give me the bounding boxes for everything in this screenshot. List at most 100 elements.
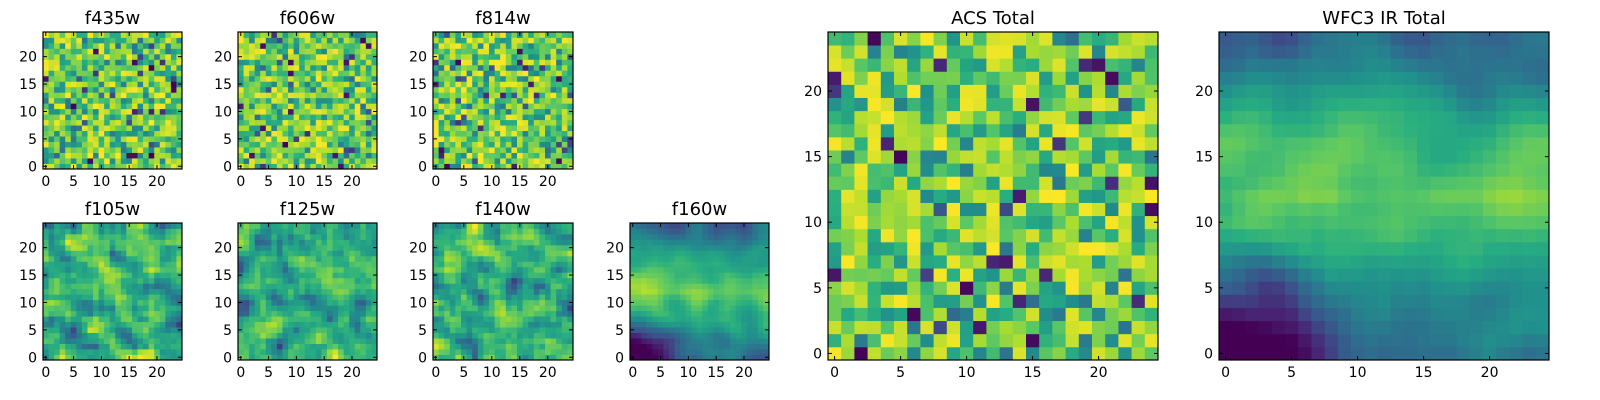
heatmap-cell (483, 305, 490, 312)
heatmap-cell (1052, 294, 1066, 308)
heatmap-cell (707, 332, 714, 339)
heatmap-cell (741, 239, 748, 246)
heatmap-cell (505, 288, 512, 295)
heatmap-cell (746, 223, 753, 229)
heatmap-cell (148, 97, 155, 104)
heatmap-cell (545, 64, 551, 71)
y-tick-label: 15 (214, 268, 232, 284)
heatmap-cell (489, 42, 495, 49)
heatmap-cell (494, 53, 501, 60)
heatmap-cell (54, 332, 61, 339)
heatmap-cell (249, 92, 256, 99)
heatmap-cell (477, 163, 484, 170)
heatmap-cell (304, 288, 311, 295)
heatmap-cell (87, 59, 94, 66)
heatmap-cell (326, 37, 333, 44)
heatmap-cell (477, 239, 484, 246)
heatmap-cell (249, 261, 256, 268)
heatmap-cell (500, 277, 507, 284)
heatmap-cell (249, 103, 256, 110)
heatmap-cell (238, 310, 244, 317)
heatmap-cell (545, 310, 551, 317)
heatmap-cell (894, 281, 908, 295)
heatmap-cell (288, 294, 294, 301)
heatmap-cell (343, 37, 350, 44)
heatmap-cell (438, 92, 445, 99)
heatmap-cell (360, 233, 367, 240)
heatmap-cell (143, 299, 150, 306)
heatmap-cell (43, 250, 49, 257)
heatmap-cell (120, 338, 127, 344)
heatmap-cell (517, 250, 523, 257)
heatmap-cell (243, 152, 250, 159)
heatmap-cell (724, 233, 731, 240)
heatmap-cell (238, 228, 244, 235)
heatmap-cell (724, 250, 731, 257)
heatmap-cell (254, 239, 261, 246)
heatmap-cell (70, 125, 77, 132)
heatmap-cell (707, 255, 714, 262)
heatmap-cell (299, 288, 306, 295)
heatmap-cell (310, 53, 317, 60)
heatmap-cell (81, 283, 88, 290)
heatmap-cell (946, 241, 961, 256)
heatmap-cell (652, 305, 659, 312)
heatmap-cell (472, 327, 479, 333)
heatmap-cell (93, 349, 99, 355)
heatmap-cell (59, 316, 66, 323)
heatmap-cell (120, 136, 127, 142)
heatmap-cell (260, 233, 267, 240)
x-tick-label: 15 (120, 174, 138, 190)
heatmap-cell (304, 305, 311, 312)
heatmap-cell (550, 42, 557, 49)
heatmap-cell (282, 261, 289, 268)
heatmap-cell (176, 42, 183, 49)
heatmap-cell (517, 316, 523, 323)
heatmap-cells (828, 32, 1159, 361)
heatmap-cell (126, 343, 133, 350)
heatmap-cell (517, 81, 523, 88)
heatmap-cell (494, 239, 501, 246)
heatmap-cell (315, 255, 322, 262)
heatmap-cells (43, 32, 183, 170)
panel-title: f125w (280, 199, 335, 220)
heatmap-cell (746, 327, 753, 333)
heatmap-cell (54, 261, 61, 268)
heatmap-cell (304, 119, 311, 126)
heatmap-cell (349, 288, 356, 295)
heatmap-cell (326, 255, 333, 262)
heatmap-cell (87, 255, 94, 262)
heatmap-cell (354, 64, 361, 71)
heatmap-cell (299, 255, 306, 262)
heatmap-cell (338, 130, 345, 137)
heatmap-cell (657, 327, 664, 333)
heatmap-cell (691, 321, 698, 328)
heatmap-cell (539, 92, 546, 99)
heatmap-cell (472, 228, 479, 235)
heatmap-cell (70, 37, 77, 44)
heatmap-cell (960, 346, 974, 361)
heatmap-cell (76, 316, 83, 323)
heatmap-cell (65, 97, 72, 104)
heatmap-cell (148, 354, 155, 361)
heatmap-cell (461, 310, 467, 317)
heatmap-cell (115, 316, 122, 323)
heatmap-cell (494, 70, 501, 77)
heatmap-cell (109, 103, 116, 110)
heatmap-cell (365, 147, 372, 153)
heatmap-cell (265, 141, 272, 148)
heatmap-cell (489, 141, 495, 148)
heatmap-cell (148, 223, 155, 229)
heatmap-cell (87, 338, 94, 344)
heatmap-cell (43, 316, 49, 323)
heatmap-cell (59, 327, 66, 333)
heatmap-cell (867, 150, 882, 164)
heatmap-cell (326, 327, 333, 333)
heatmap-cell (310, 349, 317, 355)
heatmap-cell (539, 32, 546, 38)
heatmap-cell (304, 70, 311, 77)
heatmap-cell (81, 86, 88, 93)
heatmap-cell (438, 81, 445, 88)
heatmap-cell (539, 37, 546, 44)
heatmap-cell (360, 75, 367, 82)
